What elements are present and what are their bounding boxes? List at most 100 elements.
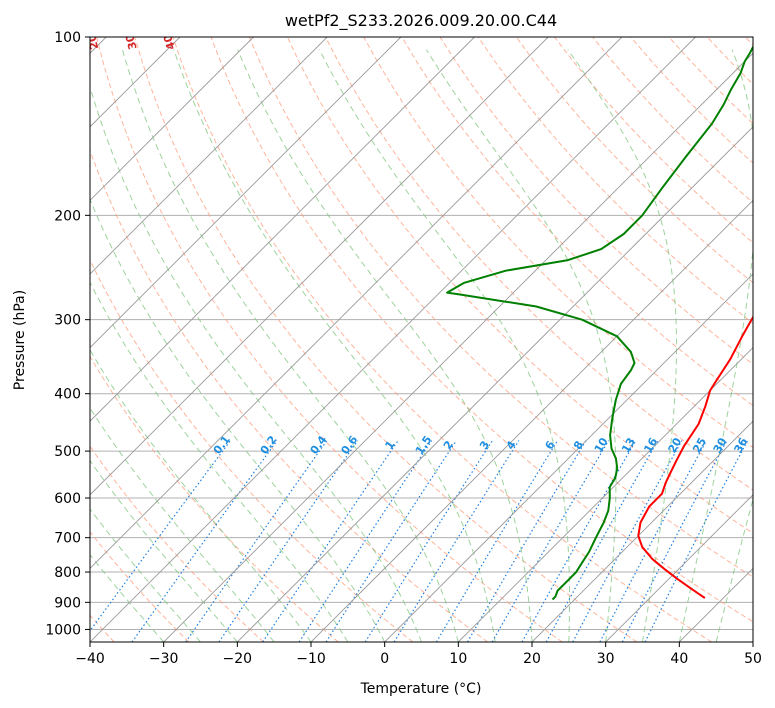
mixing-ratio-label: 10: [592, 435, 611, 455]
isotherm-line: [384, 273, 753, 642]
dry-adiabat: [90, 259, 414, 642]
mixing-ratio-line: [298, 440, 433, 642]
y-tick-label: 100: [54, 30, 81, 46]
dry-adiabat: [172, 37, 712, 642]
mixing-ratio-line: [325, 440, 457, 642]
y-tick-label: 300: [54, 313, 81, 329]
moist-adiabat: [237, 49, 533, 642]
y-tick-label: 800: [54, 565, 81, 581]
y-axis-title: Pressure (hPa): [12, 290, 28, 390]
mixing-ratio-label: 30: [711, 435, 730, 455]
mixing-ratio-line: [364, 440, 493, 642]
moist-adiabat: [173, 49, 496, 642]
y-tick-label: 600: [54, 491, 81, 507]
mixing-ratio-label: 0.6: [338, 433, 360, 457]
y-axis-ticks: 100 200 300 400 500 600 700 800 900 1000: [45, 30, 90, 638]
moist-adiabat: [90, 84, 422, 642]
isotherm-line: [310, 199, 753, 642]
x-tick-label: 50: [744, 651, 762, 667]
mixing-ratio-lines: [90, 440, 749, 642]
isotherm-line: [90, 37, 328, 275]
moist-adiabat: [678, 49, 753, 642]
moist-adiabat: [715, 497, 753, 642]
moist-adiabat: [90, 281, 349, 642]
dry-adiabat: [363, 37, 753, 449]
mixing-ratio-label: 36: [732, 435, 751, 455]
mixing-ratio-line: [262, 440, 399, 642]
moist-adiabat: [90, 554, 165, 642]
mixing-ratio-line: [185, 440, 328, 642]
dry-adiabat: [90, 531, 190, 642]
mixing-ratio-label: 0.1: [211, 433, 233, 456]
mixing-ratio-label: 1.5: [413, 433, 435, 456]
y-tick-label: 400: [54, 387, 81, 403]
dry-adiabat: [90, 149, 488, 642]
mixing-ratio-label: 25: [690, 436, 709, 456]
pressure-gridlines: [90, 37, 753, 630]
moist-adiabat: [318, 49, 570, 642]
mixing-ratio-line: [644, 440, 749, 642]
temperature-line: [637, 315, 753, 599]
isotherm-line: [90, 37, 696, 642]
moist-adiabat: [121, 49, 459, 642]
plot-area: -100-90-80-70-60-50-40-30-20-10010203040…: [90, 32, 753, 642]
x-tick-label: −10: [296, 651, 326, 667]
x-tick-label: −30: [149, 651, 179, 667]
moist-adiabat: [567, 49, 677, 642]
isotherm-line: [678, 567, 753, 642]
mixing-ratio-label: 0.4: [308, 433, 330, 457]
moist-adiabat: [90, 407, 275, 642]
x-tick-label: 20: [523, 651, 541, 667]
dry-adiabat: [668, 37, 753, 125]
mixing-ratio-label: 1: [382, 438, 397, 452]
moist-adiabat: [425, 49, 617, 642]
mixing-ratio-line: [131, 440, 278, 642]
isotherm-line: [457, 346, 753, 642]
mixing-ratio-line: [491, 440, 610, 642]
x-tick-label: 30: [597, 651, 615, 667]
y-tick-label: 900: [54, 595, 81, 611]
mixing-ratio-line: [621, 440, 728, 642]
dry-adiabat: [439, 37, 753, 365]
dry-adiabat: [248, 37, 753, 578]
moist-adiabat: [90, 508, 201, 642]
mixing-ratio-label: 8: [571, 439, 586, 452]
isotherm-line: [163, 52, 753, 642]
dry-adiabat: [477, 37, 753, 324]
mixing-ratio-line: [572, 440, 683, 642]
plot-frame: [89, 36, 754, 643]
x-tick-label: −20: [223, 651, 253, 667]
isotherm-line: [90, 37, 402, 349]
mixing-ratio-label: 4: [504, 438, 519, 452]
isotherm-line: [236, 126, 753, 642]
moist-adiabat: [90, 349, 312, 642]
isotherm-line: [531, 420, 753, 642]
dry-adiabat: [401, 37, 753, 407]
dry-adiabat: [96, 37, 563, 642]
y-tick-label: 700: [54, 531, 81, 547]
y-tick-label: 200: [54, 208, 81, 224]
mixing-ratio-line: [393, 440, 520, 642]
mixing-ratio-label: 3: [477, 438, 492, 451]
mixing-ratio-label: 2: [441, 438, 456, 452]
moist-adiabat: [90, 198, 386, 642]
dry-adiabat: [325, 37, 753, 491]
isotherm-line: [90, 37, 549, 496]
dry-adiabat: [744, 37, 753, 46]
dewpoint-line: [446, 44, 753, 601]
isopleth-labels: -100-90-80-70-60-50-40-30-20-10010203040…: [90, 32, 751, 457]
mixing-ratio-line: [521, 440, 637, 642]
dry-adiabat-label: 40: [161, 32, 178, 51]
dry-adiabat-label: 30: [123, 32, 140, 50]
isotherm-line: [752, 641, 753, 642]
moist-adiabat: [90, 459, 238, 642]
y-tick-label: 500: [54, 444, 81, 460]
dry-adiabat: [210, 37, 753, 623]
skewed-isotherms: [90, 37, 753, 642]
isotherm-line: [90, 37, 623, 570]
mixing-ratio-line: [545, 440, 659, 642]
mixing-ratio-line: [435, 440, 559, 642]
isotherm-line: [90, 37, 254, 202]
dry-adiabat: [134, 37, 638, 642]
